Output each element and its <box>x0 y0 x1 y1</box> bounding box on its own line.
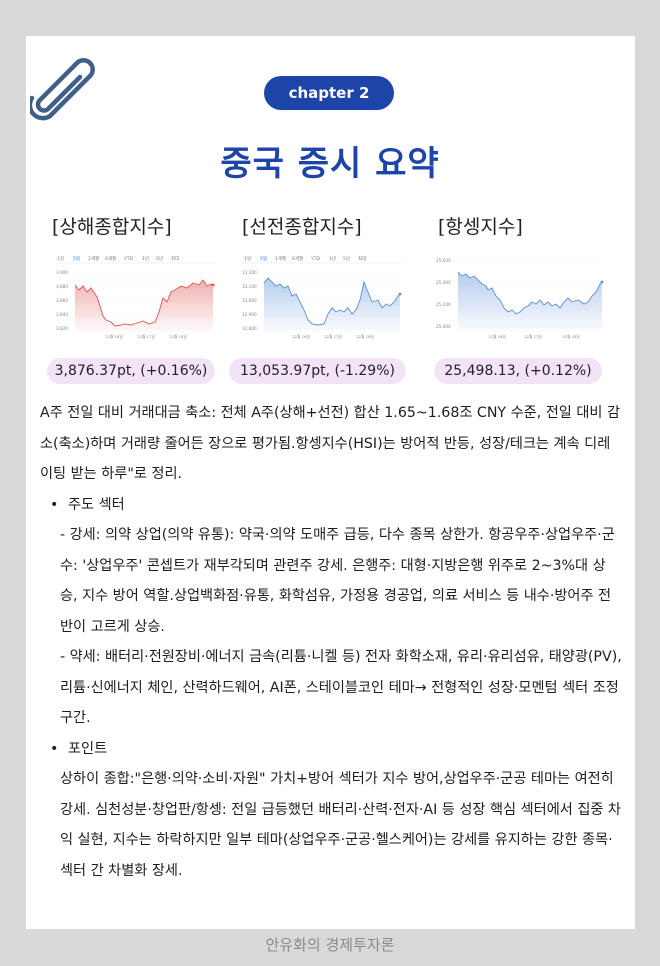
y-tick: 3,840 <box>56 312 68 317</box>
chart-shanghai: 1일 5일 1개월 6개월 YTD 1년 5년 최대 3,900 3,880 3… <box>55 255 215 339</box>
footer-brand: 안유화의 경제투자론 <box>265 936 395 954</box>
y-tick: 3,900 <box>56 270 68 275</box>
strong-sectors: - 강세: 의약 상업(의약 유통): 약국·의약 도매주 급등, 다수 종목 … <box>60 527 615 635</box>
point-text: 상하이 종합:"은행·의약·소비·자원" 가치+방어 섹터가 지수 방어,상업우… <box>60 771 621 879</box>
index-value-hangseng: 25,498.13, (+0.12%) <box>434 358 602 384</box>
tab-5y[interactable]: 5년 <box>343 255 350 262</box>
y-tick: 3,860 <box>56 298 68 303</box>
weak-sectors: - 약세: 배터리·전원장비·에너지 금속(리튬·니켈 등) 전자 화학소재, … <box>60 649 622 726</box>
x-tick: 12월 18일 <box>169 334 187 339</box>
y-tick: 13,000 <box>242 298 257 303</box>
paperclip-icon <box>30 58 95 121</box>
chart-shenzhen: 1일 5일 1개월 6개월 YTD 1년 5년 최대 13,200 13,100… <box>242 255 402 339</box>
x-tick: 12월 17일 <box>524 334 542 339</box>
tab-1d[interactable]: 1일 <box>244 255 251 262</box>
y-tick: 12,900 <box>242 312 257 317</box>
tab-max[interactable]: 최대 <box>358 255 366 262</box>
y-tick: 25,600 <box>436 258 451 263</box>
x-tick: 12월 18일 <box>562 334 580 339</box>
index-value-shanghai: 3,876.37pt, (+0.16%) <box>47 358 215 384</box>
page-title: 중국 증시 요약 <box>220 144 440 184</box>
index-name-shenzhen: [선전종합지수] <box>242 216 362 238</box>
bullet-leading-sectors: • 주도 섹터 <box>40 490 622 521</box>
tab-1y[interactable]: 1년 <box>142 255 149 262</box>
summary-paragraph: A주 전일 대비 거래대금 축소: 전체 A주(상해+선전) 합산 1.65~1… <box>40 405 621 482</box>
y-tick: 13,100 <box>242 284 257 289</box>
tab-1d[interactable]: 1일 <box>57 255 64 262</box>
y-tick: 3,820 <box>56 326 68 331</box>
x-tick: 12월 16일 <box>105 334 123 339</box>
tab-5d[interactable]: 5일 <box>260 255 267 262</box>
chapter-badge: chapter 2 <box>264 76 394 110</box>
y-tick: 25,200 <box>436 302 451 307</box>
tab-ytd[interactable]: YTD <box>310 256 320 262</box>
bullet-title: 주도 섹터 <box>68 496 125 513</box>
tab-5y[interactable]: 5년 <box>156 255 163 262</box>
bullet-dot-icon: • <box>50 740 59 757</box>
y-tick: 25,400 <box>436 280 451 285</box>
tab-6m[interactable]: 6개월 <box>105 255 116 262</box>
tab-6m[interactable]: 6개월 <box>292 255 303 262</box>
chart-hangseng: 25,600 25,400 25,200 25,000 12월 16일 12월 … <box>436 258 604 339</box>
x-tick: 12월 16일 <box>488 334 506 339</box>
bullet-dot-icon: • <box>50 496 59 513</box>
index-name-hangseng: [항셍지수] <box>438 216 523 238</box>
tab-1y[interactable]: 1년 <box>329 255 336 262</box>
tab-ytd[interactable]: YTD <box>123 256 133 262</box>
x-tick: 12월 18일 <box>356 334 374 339</box>
x-tick: 12월 17일 <box>324 334 342 339</box>
x-tick: 12월 17일 <box>137 334 155 339</box>
summary-body: A주 전일 대비 거래대금 축소: 전체 A주(상해+선전) 합산 1.65~1… <box>40 398 622 886</box>
tab-1m[interactable]: 1개월 <box>275 255 286 262</box>
tab-5d[interactable]: 5일 <box>73 255 80 262</box>
tab-1m[interactable]: 1개월 <box>88 255 99 262</box>
index-value-shenzhen: 13,053.97pt, (-1.29%) <box>229 358 406 384</box>
x-tick: 12월 16일 <box>292 334 310 339</box>
content-card <box>26 36 635 929</box>
bullet-title: 포인트 <box>68 740 108 757</box>
tab-max[interactable]: 최대 <box>171 255 179 262</box>
y-tick: 25,000 <box>436 324 451 329</box>
y-tick: 3,880 <box>56 284 68 289</box>
bullet-point: • 포인트 <box>40 734 622 765</box>
y-tick: 12,800 <box>242 326 257 331</box>
index-name-shanghai: [상해종합지수] <box>52 216 172 238</box>
y-tick: 13,200 <box>242 270 257 275</box>
